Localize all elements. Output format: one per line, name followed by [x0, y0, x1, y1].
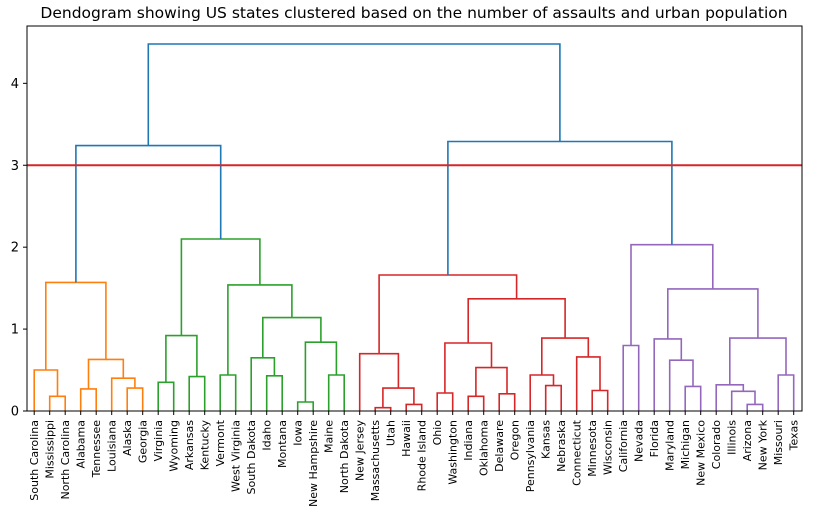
leaf-label: Minnesota — [586, 420, 599, 477]
x-axis: South Carolina Mississippi North Carolina A… — [28, 411, 801, 507]
y-tick-label: 0 — [11, 405, 19, 420]
plot-frame — [26, 25, 803, 412]
leaf-label: Kansas — [540, 420, 553, 459]
leaf-label: Nevada — [633, 420, 646, 462]
y-tick-label: 4 — [11, 77, 19, 92]
leaf-label: Wyoming — [168, 420, 181, 472]
leaf-label: Arkansas — [183, 420, 196, 470]
leaf-label: Delaware — [493, 420, 506, 472]
leaf-label: Indiana — [462, 420, 475, 461]
leaf-label: New York — [757, 419, 770, 470]
leaf-label: South Carolina — [28, 420, 41, 501]
leaf-label: Oregon — [509, 420, 522, 460]
leaf-label: Montana — [276, 420, 289, 468]
leaf-label: Connecticut — [571, 419, 584, 486]
leaf-label: New Hampshire — [307, 420, 320, 507]
leaf-label: Utah — [385, 420, 398, 446]
leaf-label: Mississippi — [44, 420, 57, 479]
leaf-label: Idaho — [261, 420, 274, 451]
leaf-label: Ohio — [431, 420, 444, 446]
leaf-label: Iowa — [292, 420, 305, 446]
leaf-label: South Dakota — [245, 420, 258, 494]
leaf-label: Alaska — [121, 420, 134, 456]
leaf-label: Oklahoma — [478, 420, 491, 476]
leaf-label: Maryland — [664, 420, 677, 471]
leaf-label: Arizona — [741, 420, 754, 461]
y-tick-label: 1 — [11, 323, 19, 338]
leaf-label: Illinois — [726, 420, 739, 455]
leaf-label: Louisiana — [106, 420, 119, 472]
leaf-label: Texas — [788, 420, 801, 452]
y-tick-label: 3 — [11, 159, 19, 174]
leaf-label: Wisconsin — [602, 420, 615, 475]
leaf-label: Hawaii — [400, 420, 413, 457]
leaf-label: Vermont — [214, 419, 227, 466]
y-axis: 0 1 2 3 4 — [11, 77, 27, 420]
leaf-label: California — [617, 420, 630, 472]
leaf-label: Missouri — [772, 420, 785, 465]
leaf-label: West Virginia — [230, 420, 243, 492]
leaf-label: Colorado — [710, 420, 723, 469]
dendrogram-links — [33, 43, 795, 411]
y-tick-label: 2 — [11, 241, 19, 256]
leaf-label: Massachusetts — [369, 420, 382, 502]
leaf-label: North Carolina — [59, 420, 72, 500]
leaf-label: Florida — [648, 420, 661, 457]
leaf-label: Alabama — [75, 420, 88, 469]
leaf-label: Pennsylvania — [524, 420, 537, 492]
leaf-label: Nebraska — [555, 420, 568, 472]
leaf-label: Washington — [447, 420, 460, 485]
leaf-label: Michigan — [679, 420, 692, 469]
leaf-label: Virginia — [152, 420, 165, 461]
leaf-label: New Mexico — [695, 420, 708, 486]
leaf-label: New Jersey — [354, 420, 367, 482]
leaf-label: Kentucky — [199, 420, 212, 471]
dendrogram-link-e3 — [147, 43, 561, 146]
leaf-label: Maine — [323, 420, 336, 453]
leaf-label: Tennessee — [90, 420, 103, 479]
leaf-label: Georgia — [137, 420, 150, 463]
leaf-label: North Dakota — [338, 420, 351, 493]
chart-title: Dendogram showing US states clustered ba… — [40, 4, 787, 22]
leaf-label: Rhode Island — [416, 420, 429, 491]
